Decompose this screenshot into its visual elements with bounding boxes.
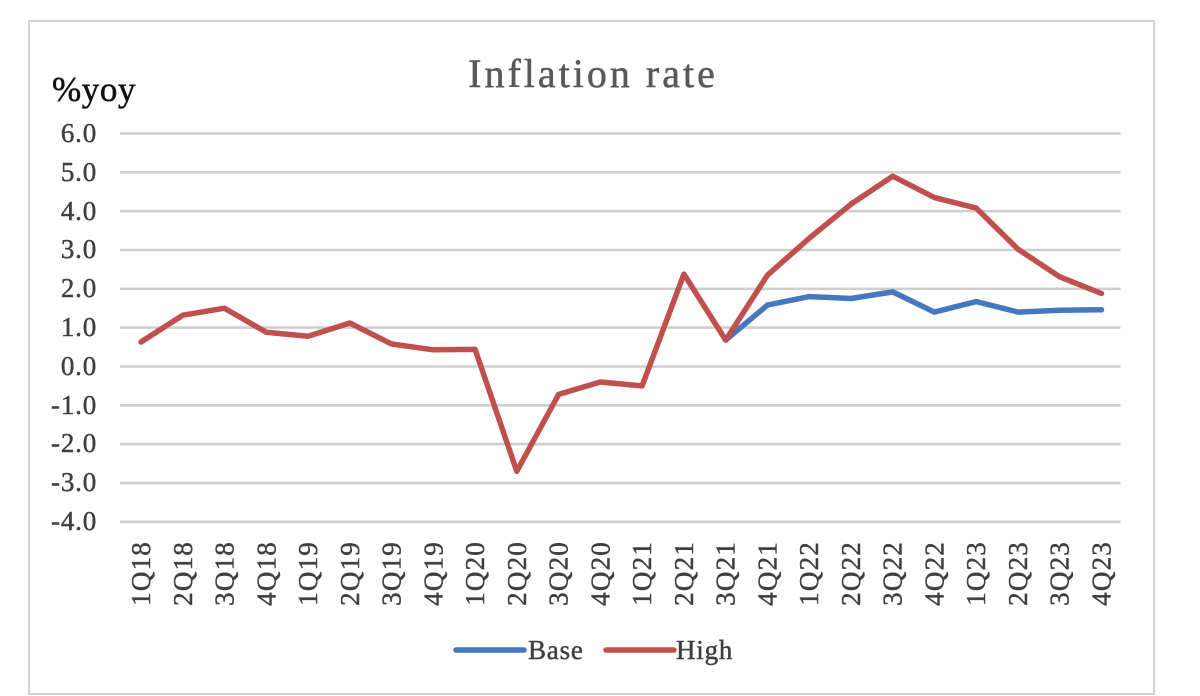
svg-text:1Q20: 1Q20 [460,541,490,606]
svg-text:-3.0: -3.0 [51,467,97,497]
svg-text:2Q22: 2Q22 [836,541,866,606]
svg-text:Inflation rate: Inflation rate [468,51,718,96]
svg-text:4Q18: 4Q18 [251,541,281,606]
svg-text:2Q21: 2Q21 [669,541,699,606]
svg-text:Base: Base [528,635,584,665]
svg-text:6.0: 6.0 [61,118,97,148]
svg-text:3Q23: 3Q23 [1045,541,1075,606]
svg-text:2.0: 2.0 [61,273,97,303]
svg-text:3Q18: 3Q18 [210,541,240,606]
svg-text:3.0: 3.0 [61,234,97,264]
svg-text:%yoy: %yoy [52,70,136,109]
svg-text:4Q21: 4Q21 [752,541,782,606]
svg-text:2Q20: 2Q20 [502,541,532,606]
svg-text:2Q23: 2Q23 [1003,541,1033,606]
svg-text:3Q19: 3Q19 [377,541,407,606]
svg-text:3Q20: 3Q20 [544,541,574,606]
svg-text:3Q22: 3Q22 [878,541,908,606]
svg-text:2Q19: 2Q19 [335,541,365,606]
svg-text:5.0: 5.0 [61,157,97,187]
svg-text:2Q18: 2Q18 [168,541,198,606]
svg-text:4Q23: 4Q23 [1087,541,1117,606]
svg-text:4Q20: 4Q20 [585,541,615,606]
svg-text:1Q23: 1Q23 [961,541,991,606]
svg-text:1.0: 1.0 [61,312,97,342]
svg-text:-1.0: -1.0 [51,390,97,420]
svg-text:-4.0: -4.0 [51,506,97,536]
svg-text:4Q22: 4Q22 [920,541,950,606]
svg-text:4.0: 4.0 [61,196,97,226]
svg-text:4Q19: 4Q19 [418,541,448,606]
svg-text:1Q19: 1Q19 [293,541,323,606]
svg-text:High: High [676,635,733,665]
svg-text:1Q22: 1Q22 [794,541,824,606]
svg-text:1Q21: 1Q21 [627,541,657,606]
svg-text:3Q21: 3Q21 [711,541,741,606]
svg-text:1Q18: 1Q18 [126,541,156,606]
svg-text:0.0: 0.0 [61,351,97,381]
svg-text:-2.0: -2.0 [51,428,97,458]
